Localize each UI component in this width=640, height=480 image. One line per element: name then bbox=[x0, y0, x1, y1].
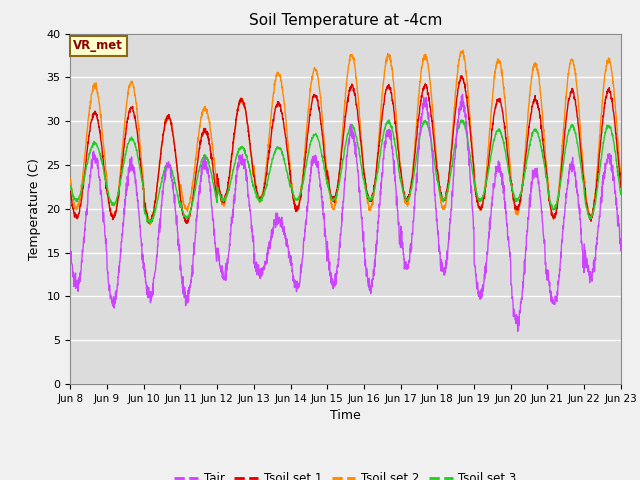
Y-axis label: Temperature (C): Temperature (C) bbox=[28, 158, 41, 260]
Legend: Tair, Tsoil set 1, Tsoil set 2, Tsoil set 3: Tair, Tsoil set 1, Tsoil set 2, Tsoil se… bbox=[170, 467, 522, 480]
Text: VR_met: VR_met bbox=[73, 39, 123, 52]
Title: Soil Temperature at -4cm: Soil Temperature at -4cm bbox=[249, 13, 442, 28]
X-axis label: Time: Time bbox=[330, 409, 361, 422]
